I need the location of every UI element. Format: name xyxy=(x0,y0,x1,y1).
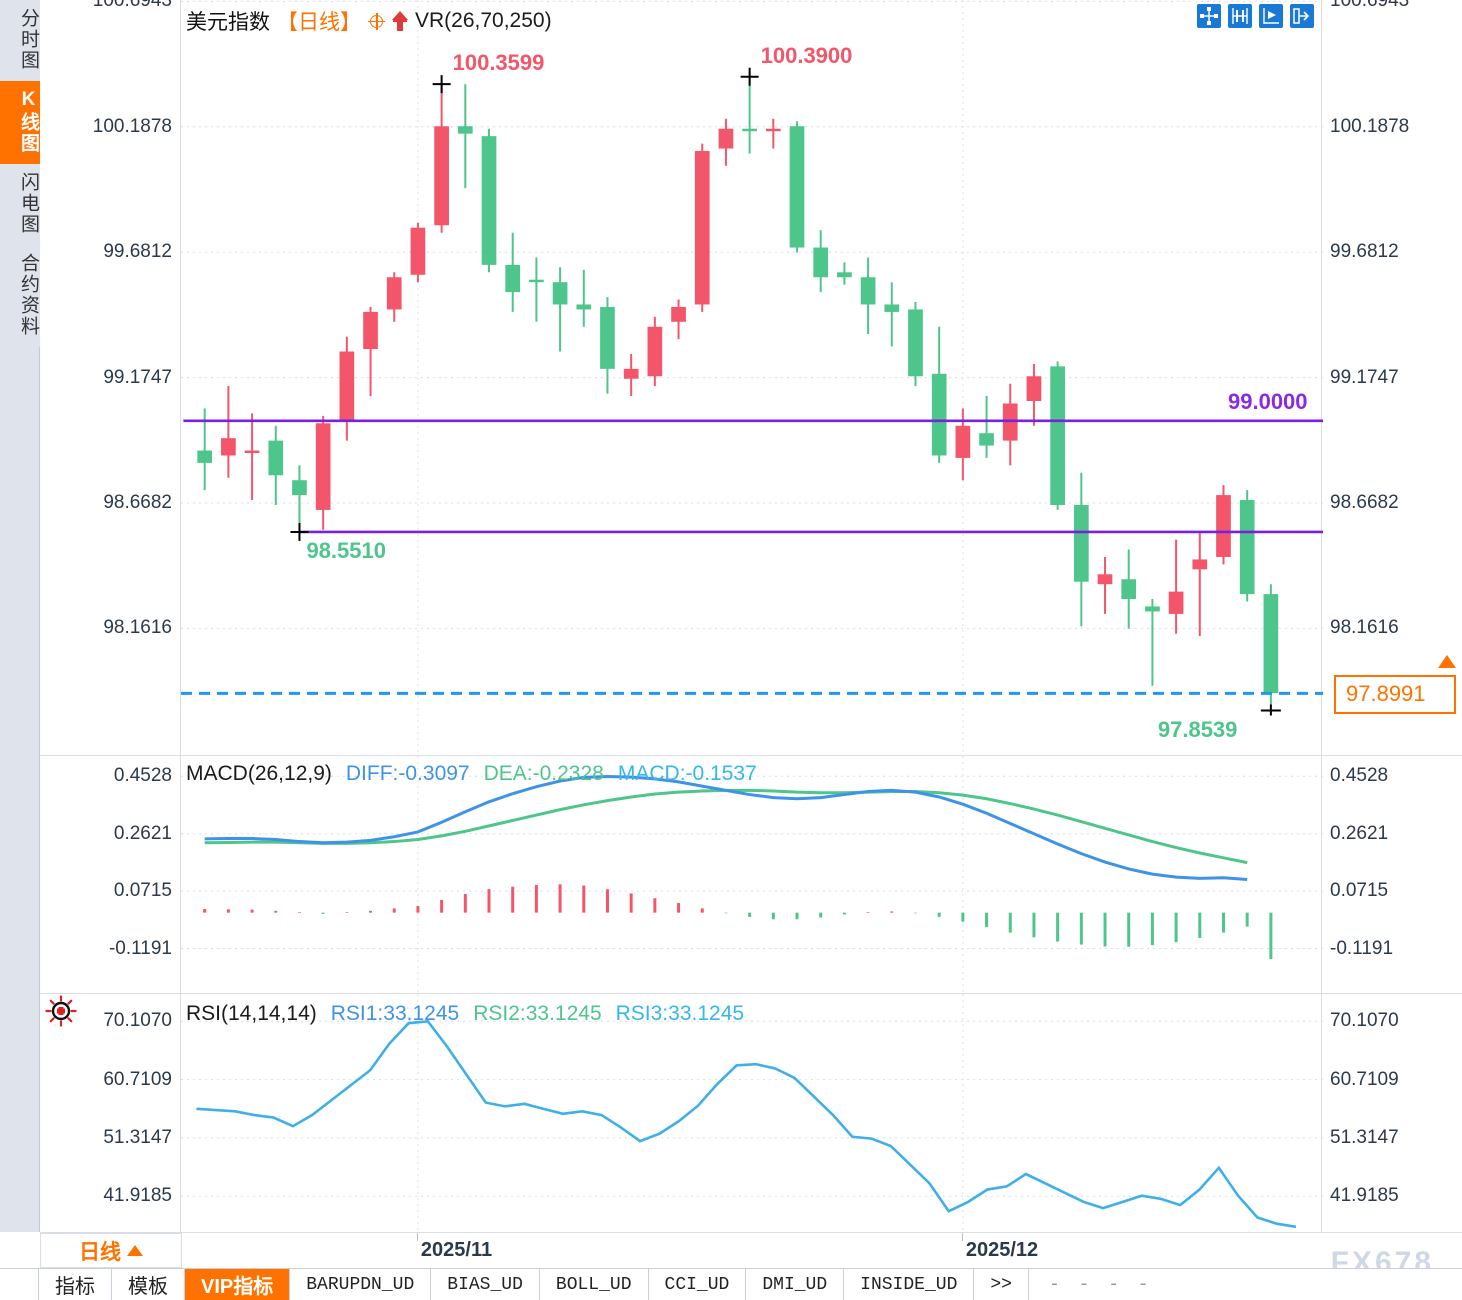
bottom-toolbar: 指标 模板 VIP指标 BARUPDN_UD BIAS_UD BOLL_UD CCI_UD D… xyxy=(0,1268,1462,1300)
price-axis-right: 100.6943 100.1878 99.6812 99.1747 98.6682 98.… xyxy=(1322,0,1462,755)
axis-tick-right: 100.6943 xyxy=(1330,0,1410,12)
price-axis-left: 100.6943 100.1878 99.6812 99.1747 98.6682 98.… xyxy=(40,0,180,755)
period-selector-label: 日线 xyxy=(79,1240,121,1264)
axis-tick-left: 41.9185 xyxy=(103,1185,172,1207)
price-header: 美元指数 【日线】 VR(26,70,250) xyxy=(186,6,552,36)
macd-axis-left: 0.4528 0.2621 0.0715 -0.1191 xyxy=(40,756,180,993)
triangle-up-icon xyxy=(127,1245,143,1256)
toolbar-item-[interactable]: 指标 xyxy=(38,1269,112,1300)
axis-tick-right: 60.7109 xyxy=(1330,1068,1399,1090)
macd-panel: 0.4528 0.2621 0.0715 -0.1191 0.4528 0.2621 0.… xyxy=(40,755,1462,994)
toolbar-item-boll-ud[interactable]: BOLL_UD xyxy=(540,1269,649,1300)
date-axis-tick xyxy=(961,1233,963,1241)
macd-plot-area[interactable] xyxy=(180,756,1323,994)
rsi-title: RSI(14,14,14) xyxy=(186,1002,317,1025)
low-label-1: 98.5510 xyxy=(306,537,386,563)
rsi1-value: RSI1:33.1245 xyxy=(330,1002,460,1025)
period-label: 【日线】 xyxy=(277,11,361,34)
macd-header: MACD(26,12,9) DIFF:-0.3097 DEA:-0.2328 M… xyxy=(186,762,757,786)
rsi-plot-area[interactable] xyxy=(180,994,1323,1233)
date-axis-label: 2025/11 xyxy=(420,1239,493,1261)
axis-tick-left: -0.1191 xyxy=(108,937,172,959)
high-label-1: 100.3599 xyxy=(452,50,545,76)
measure-icon[interactable] xyxy=(1228,4,1252,28)
toolbar-overflow-dots: - - - - xyxy=(1048,1274,1153,1295)
resistance-label: 99.0000 xyxy=(1228,388,1308,414)
sun-settings-icon[interactable] xyxy=(44,994,78,1028)
macd-macd-value: MACD:-0.1537 xyxy=(617,762,757,785)
symbol-label: 美元指数 xyxy=(186,11,270,34)
axis-tick-right: 100.1878 xyxy=(1330,115,1410,137)
toolbar-item-barupdn-ud[interactable]: BARUPDN_UD xyxy=(290,1269,432,1300)
axis-tick-right: -0.1191 xyxy=(1330,937,1394,959)
sidebar-item-kline[interactable]: K线图 xyxy=(0,81,40,164)
current-price-tag: 97.8991 xyxy=(1334,675,1456,715)
axis-tick-left: 100.6943 xyxy=(92,0,172,12)
sidebar-item-contract[interactable]: 合约资料 xyxy=(0,245,40,347)
axis-tick-left: 51.3147 xyxy=(103,1126,172,1148)
toolbar-item-[interactable]: 模板 xyxy=(112,1269,185,1300)
current-price-arrow-icon xyxy=(1438,655,1456,669)
axis-tick-left: 98.1616 xyxy=(103,617,172,639)
high-label-2: 100.3900 xyxy=(760,42,853,68)
fit-screen-icon[interactable] xyxy=(1197,4,1221,28)
toolbar-item-[interactable]: >> xyxy=(974,1269,1029,1300)
toolbar-item-dmi-ud[interactable]: DMI_UD xyxy=(746,1269,845,1300)
axis-tick-right: 98.1616 xyxy=(1330,617,1399,639)
macd-title: MACD(26,12,9) xyxy=(186,762,332,785)
expand-right-icon[interactable] xyxy=(1290,4,1314,28)
toolbar-item-bias-ud[interactable]: BIAS_UD xyxy=(431,1269,540,1300)
toolbar-spacer xyxy=(1173,1269,1462,1300)
axis-tick-right: 41.9185 xyxy=(1330,1185,1399,1207)
date-axis-tick xyxy=(416,1233,418,1241)
date-axis: 2025/11 2025/12 xyxy=(40,1232,1462,1268)
rsi-header: RSI(14,14,14) RSI1:33.1245 RSI2:33.1245 … xyxy=(186,1002,744,1026)
axis-tick-left: 0.2621 xyxy=(113,822,172,844)
axis-tick-right: 0.2621 xyxy=(1330,822,1389,844)
axis-tick-right: 98.6682 xyxy=(1330,491,1399,513)
axis-tick-right: 99.6812 xyxy=(1330,241,1399,263)
axis-tick-right: 70.1070 xyxy=(1330,1010,1399,1032)
left-sidebar: 分时图 K线图 闪电图 合约资料 xyxy=(0,0,40,1232)
toolbar-item-cci-ud[interactable]: CCI_UD xyxy=(649,1269,747,1300)
axis-tick-right: 51.3147 xyxy=(1330,1126,1399,1148)
axis-tick-left: 70.1070 xyxy=(103,1010,172,1032)
toolbar-item-vip[interactable]: VIP指标 xyxy=(185,1269,291,1300)
indicator-label: VR(26,70,250) xyxy=(415,9,552,32)
rsi-axis-left: 70.1070 60.7109 51.3147 41.9185 xyxy=(40,994,180,1232)
macd-axis-right: 0.4528 0.2621 0.0715 -0.1191 xyxy=(1322,756,1462,993)
rsi-axis-right: 70.1070 60.7109 51.3147 41.9185 xyxy=(1322,994,1462,1232)
axis-tick-left: 99.1747 xyxy=(103,366,172,388)
axis-tick-left: 60.7109 xyxy=(103,1068,172,1090)
macd-diff-value: DIFF:-0.3097 xyxy=(345,762,470,785)
axis-tick-left: 98.6682 xyxy=(103,491,172,513)
price-plot-area[interactable] xyxy=(180,0,1323,755)
date-axis-label: 2025/12 xyxy=(965,1239,1039,1261)
up-arrow-icon xyxy=(392,11,408,31)
rsi2-value: RSI2:33.1245 xyxy=(473,1002,602,1025)
macd-dea-value: DEA:-0.2328 xyxy=(483,762,604,785)
axis-tick-right: 0.0715 xyxy=(1330,880,1389,902)
sidebar-item-timeshare[interactable]: 分时图 xyxy=(0,0,40,81)
chart-tool-icons xyxy=(1197,4,1314,28)
crosshair-icon[interactable] xyxy=(368,12,385,30)
period-selector-button[interactable]: 日线 xyxy=(40,1232,182,1268)
rsi3-value: RSI3:33.1245 xyxy=(615,1002,745,1025)
price-chart-panel: 100.6943 100.1878 99.6812 99.1747 98.6682 98.… xyxy=(40,0,1462,755)
toolbar-item-inside-ud[interactable]: INSIDE_UD xyxy=(844,1269,975,1300)
axis-tick-right: 0.4528 xyxy=(1330,765,1389,787)
sidebar-item-lightning[interactable]: 闪电图 xyxy=(0,164,40,245)
low-label-last: 97.8539 xyxy=(1157,716,1238,742)
axis-tick-left: 0.0715 xyxy=(113,880,172,902)
rsi-panel: 70.1070 60.7109 51.3147 41.9185 70.1070 60.7… xyxy=(40,993,1462,1233)
axis-tick-left: 0.4528 xyxy=(113,765,172,787)
axis-tick-right: 99.1747 xyxy=(1330,366,1399,388)
axis-tick-left: 99.6812 xyxy=(103,241,172,263)
axis-tick-left: 100.1878 xyxy=(92,115,172,137)
draw-icon[interactable] xyxy=(1259,4,1283,28)
